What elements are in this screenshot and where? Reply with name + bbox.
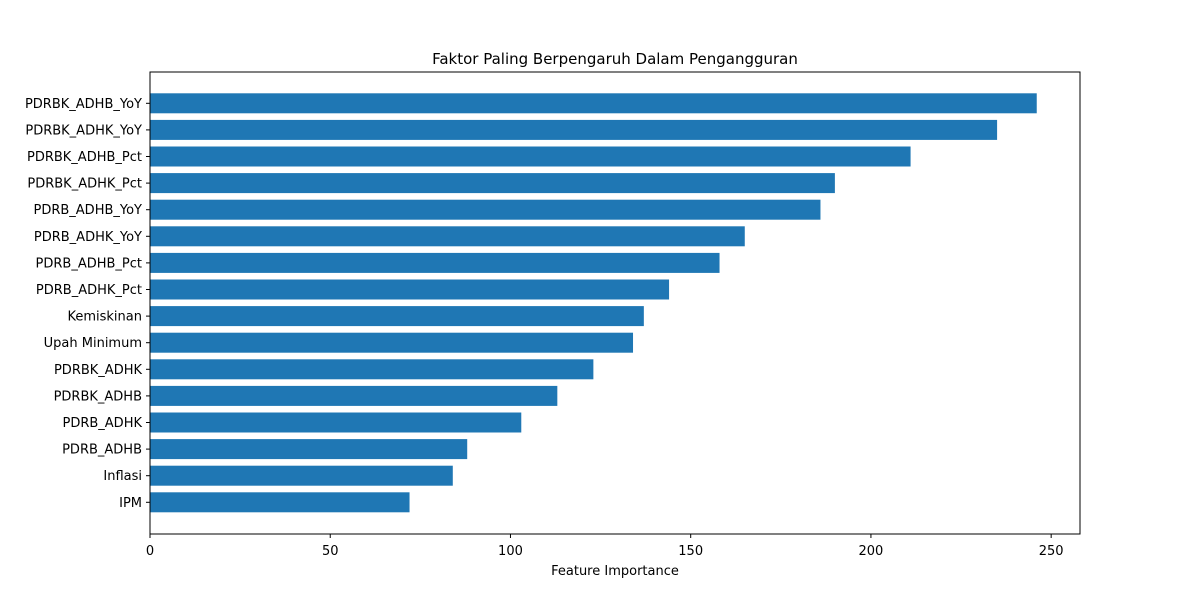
y-tick-label: PDRBK_ADHK [54,363,143,378]
y-tick-label: IPM [119,496,142,511]
y-tick-label: PDRB_ADHB [62,443,142,458]
y-tick-label: PDRB_ADHK_Pct [36,283,142,298]
y-tick-label: PDRB_ADHB_YoY [33,203,142,218]
x-axis-ticks: 0 50 100 150 200 250 [146,534,1064,559]
bar-inflasi [150,465,453,486]
x-tick-label: 50 [322,544,339,559]
y-tick-label: Upah Minimum [44,336,142,351]
y-tick-label: PDRB_ADHK [62,416,142,431]
y-tick-label: PDRBK_ADHK_Pct [27,177,142,192]
y-axis-ticks: PDRBK_ADHB_YoY PDRBK_ADHK_YoY PDRBK_ADHB_P… [25,97,150,511]
y-tick-label: Kemiskinan [67,310,142,325]
bar-pdrb-adhb-yoy [150,199,821,220]
bar-pdrbk-adhk-yoy [150,119,998,140]
x-axis-label: Feature Importance [551,564,679,579]
y-tick-label: PDRB_ADHK_YoY [34,230,142,245]
x-tick-label: 100 [498,544,523,559]
bar-kemiskinan [150,306,644,327]
bar-upah-minimum [150,332,634,353]
plot-frame [149,71,1081,535]
bar-pdrb-adhk-yoy [150,226,745,247]
y-tick-label: Inflasi [103,469,142,484]
bar-pdrb-adhk-pct [150,279,670,300]
bar-pdrb-adhb-pct [150,252,720,273]
bar-pdrbk-adhb [150,385,558,406]
bar-ipm [150,492,410,513]
bar-pdrbk-adhb-pct [150,146,911,167]
y-tick-label: PDRBK_ADHB [54,389,142,404]
bar-pdrbk-adhk [150,359,594,380]
y-tick-label: PDRB_ADHB_Pct [36,256,142,271]
bar-pdrbk-adhb-yoy [150,93,1037,114]
x-tick-label: 250 [1039,544,1064,559]
bar-pdrbk-adhk-pct [150,173,835,194]
x-tick-label: 0 [146,544,154,559]
bars-layer [150,93,1037,513]
y-tick-label: PDRBK_ADHB_YoY [25,97,142,112]
bar-pdrb-adhb [150,439,468,460]
y-tick-label: PDRBK_ADHB_Pct [27,150,142,165]
x-tick-label: 200 [859,544,884,559]
chart-title: Faktor Paling Berpengaruh Dalam Pengangg… [432,50,798,68]
bar-pdrb-adhk [150,412,522,433]
x-tick-label: 150 [678,544,703,559]
y-tick-label: PDRBK_ADHK_YoY [25,123,142,138]
